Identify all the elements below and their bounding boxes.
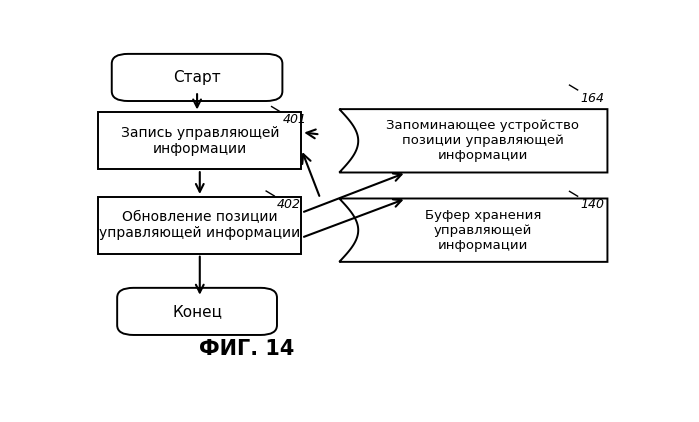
FancyBboxPatch shape: [117, 288, 277, 335]
Text: 402: 402: [277, 197, 301, 211]
Text: 164: 164: [580, 92, 605, 105]
Bar: [98, 197, 301, 254]
Text: Запись управляющей
информации: Запись управляющей информации: [120, 126, 279, 156]
Text: Запоминающее устройство
позиции управляющей
информации: Запоминающее устройство позиции управляю…: [387, 119, 579, 162]
FancyBboxPatch shape: [112, 54, 282, 101]
Bar: [98, 112, 301, 169]
Text: 401: 401: [282, 113, 306, 126]
Polygon shape: [339, 198, 607, 262]
Text: Старт: Старт: [173, 70, 221, 85]
Text: Конец: Конец: [172, 304, 222, 319]
Polygon shape: [339, 109, 607, 173]
Text: 140: 140: [580, 198, 605, 211]
Text: Буфер хранения
управляющей
информации: Буфер хранения управляющей информации: [425, 208, 541, 252]
Text: Обновление позиции
управляющей информации: Обновление позиции управляющей информаци…: [99, 210, 301, 241]
Text: ФИГ. 14: ФИГ. 14: [199, 339, 295, 360]
